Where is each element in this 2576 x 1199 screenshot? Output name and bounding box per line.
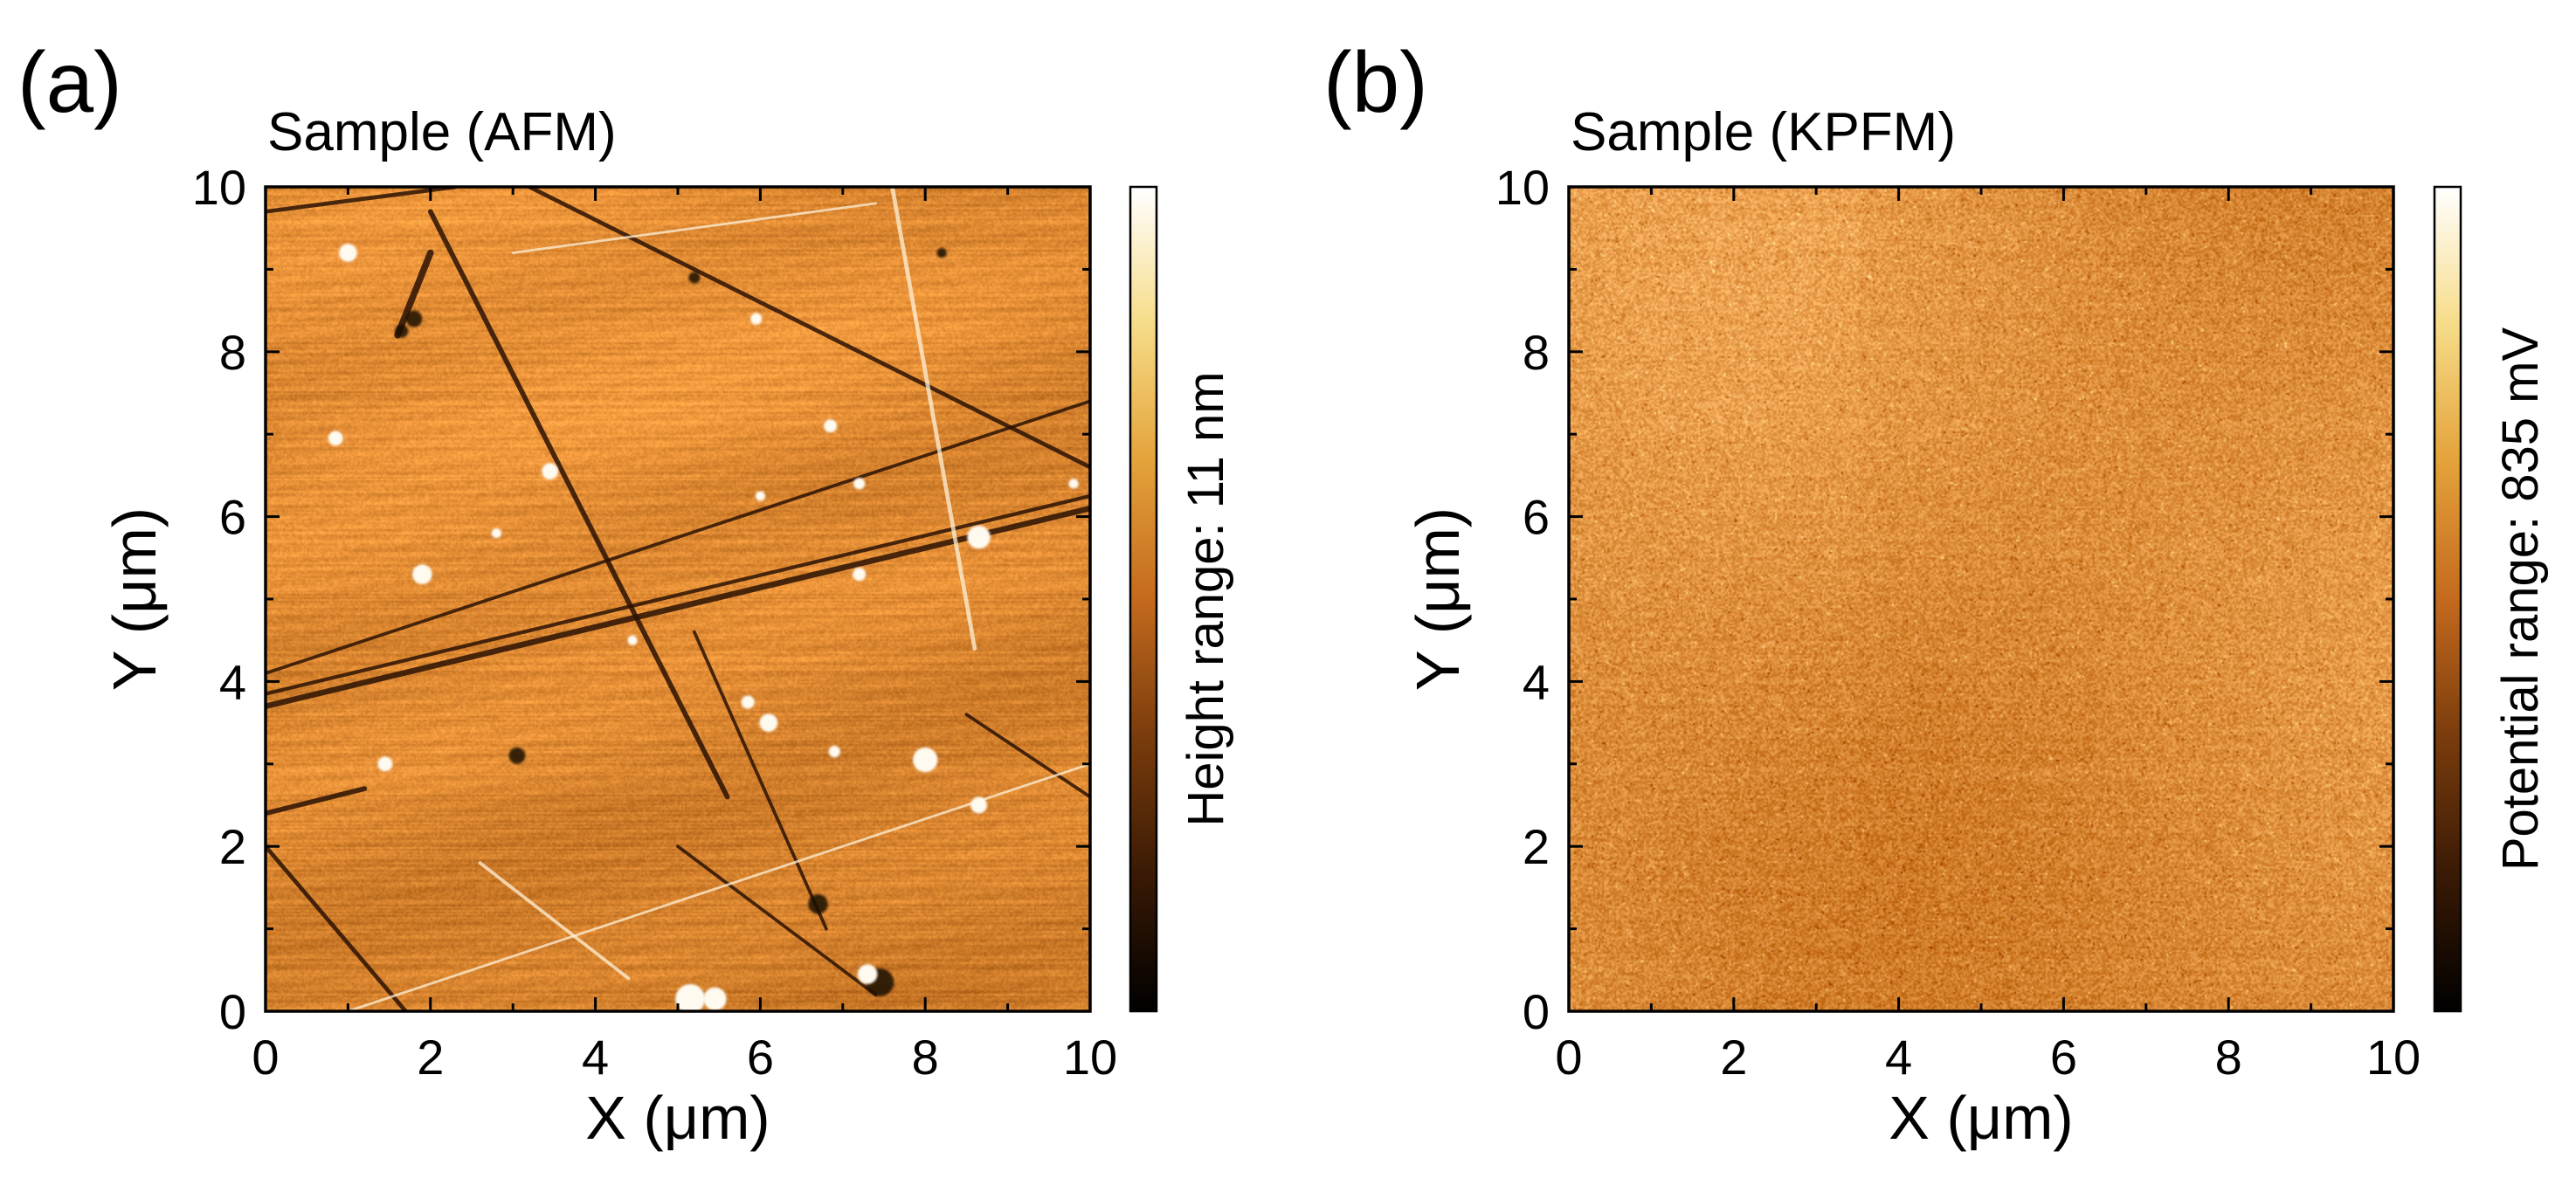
y-tick-label-5: 10: [1495, 160, 1550, 215]
y-tick-label-2: 4: [1523, 654, 1550, 709]
x-tick-label-0: 0: [252, 1030, 279, 1085]
particle-7: [755, 491, 766, 501]
scratch-6: [266, 844, 408, 1011]
particle-10: [970, 796, 988, 814]
panel-letter: (b): [1323, 34, 1428, 130]
dark-spot-1: [808, 893, 828, 914]
dark-spot-5: [688, 272, 701, 284]
x-tick-label-4: 8: [912, 1030, 939, 1085]
panel-b-kpfm: 0 2 4 6 8 10 0 2 4 6 8 10 X (μm) Y (μm) Sample (KPFM) (…: [1323, 34, 2549, 1152]
particle-6: [853, 478, 866, 490]
particle-15: [703, 987, 727, 1011]
scratch-1: [527, 187, 1090, 470]
y-axis-label: Y (μm): [100, 507, 169, 691]
particle-3: [412, 564, 432, 585]
scratch-2: [266, 505, 1090, 710]
scratch-0: [427, 209, 730, 800]
particle-19: [491, 527, 501, 539]
scratch-15: [511, 202, 877, 254]
particle-16: [857, 964, 878, 984]
y-tick-label-2: 4: [219, 654, 246, 709]
y-tick-label-3: 6: [219, 490, 246, 545]
dark-spot-2: [508, 747, 526, 764]
x-tick-label-3: 6: [747, 1030, 774, 1085]
particle-4: [853, 568, 867, 582]
x-tick-label-1: 2: [417, 1030, 444, 1085]
colorbar-label: Height range: 11 nm: [1178, 371, 1234, 826]
panel-letter: (a): [17, 34, 122, 130]
particle-5: [967, 525, 991, 549]
dark-spot-3: [405, 310, 423, 327]
panel-a-afm: 0 2 4 6 8 10 0 2 4 6 8 10 X (μm) Y (μm) Sample (AFM) (a…: [17, 34, 1234, 1152]
colorbar: [2434, 187, 2461, 1011]
particle-21: [828, 746, 840, 758]
particle-1: [328, 431, 343, 446]
colorbar-label: Potential range: 835 mV: [2492, 327, 2549, 872]
particle-2: [542, 463, 559, 480]
scratch-14: [346, 762, 1090, 1011]
scratch-10: [964, 713, 1090, 799]
dark-spot-6: [936, 247, 947, 258]
scratch-7: [692, 630, 828, 931]
scratch-9: [266, 786, 368, 817]
dark-spot-4: [395, 324, 409, 338]
particle-11: [759, 713, 778, 732]
particle-17: [750, 313, 763, 325]
y-tick-label-0: 0: [219, 984, 246, 1039]
x-tick-label-4: 8: [2215, 1030, 2242, 1085]
scratch-11: [676, 844, 878, 997]
x-tick-label-5: 10: [1063, 1030, 1117, 1085]
x-axis-label: X (μm): [585, 1084, 770, 1152]
scratch-12: [890, 187, 977, 651]
scratch-4: [266, 399, 1090, 675]
y-tick-label-3: 6: [1523, 490, 1550, 545]
x-tick-label-0: 0: [1555, 1030, 1582, 1085]
heatmap-image: [1569, 187, 2393, 1011]
particle-20: [1068, 479, 1079, 489]
particle-14: [675, 983, 706, 1011]
colorbar-frame: [2433, 185, 2462, 1013]
particle-0: [339, 244, 357, 262]
particle-12: [741, 695, 755, 709]
heatmap-features: [266, 187, 1090, 1011]
y-axis-label: Y (μm): [1404, 507, 1472, 691]
scratch-5: [266, 187, 458, 214]
y-tick-label-4: 8: [1523, 325, 1550, 380]
colorbar-frame: [1129, 185, 1158, 1013]
x-tick-label-1: 2: [1720, 1030, 1747, 1085]
y-tick-label-5: 10: [192, 160, 246, 215]
scratch-8: [394, 249, 434, 339]
panel-title: Sample (AFM): [267, 102, 617, 162]
y-tick-label-1: 2: [219, 819, 246, 874]
y-tick-label-4: 8: [219, 325, 246, 380]
x-axis-label: X (μm): [1889, 1084, 2073, 1152]
particle-8: [824, 419, 838, 433]
panel-title: Sample (KPFM): [1571, 102, 1956, 162]
x-tick-label-3: 6: [2050, 1030, 2077, 1085]
x-tick-label-2: 4: [1885, 1030, 1912, 1085]
colorbar: [1130, 187, 1157, 1011]
x-tick-label-5: 10: [2366, 1030, 2421, 1085]
y-tick-label-1: 2: [1523, 819, 1550, 874]
particle-9: [913, 747, 938, 773]
particle-13: [377, 756, 393, 772]
x-tick-label-2: 4: [582, 1030, 609, 1085]
y-tick-label-0: 0: [1523, 984, 1550, 1039]
scratch-13: [478, 861, 631, 981]
particle-18: [627, 635, 638, 645]
